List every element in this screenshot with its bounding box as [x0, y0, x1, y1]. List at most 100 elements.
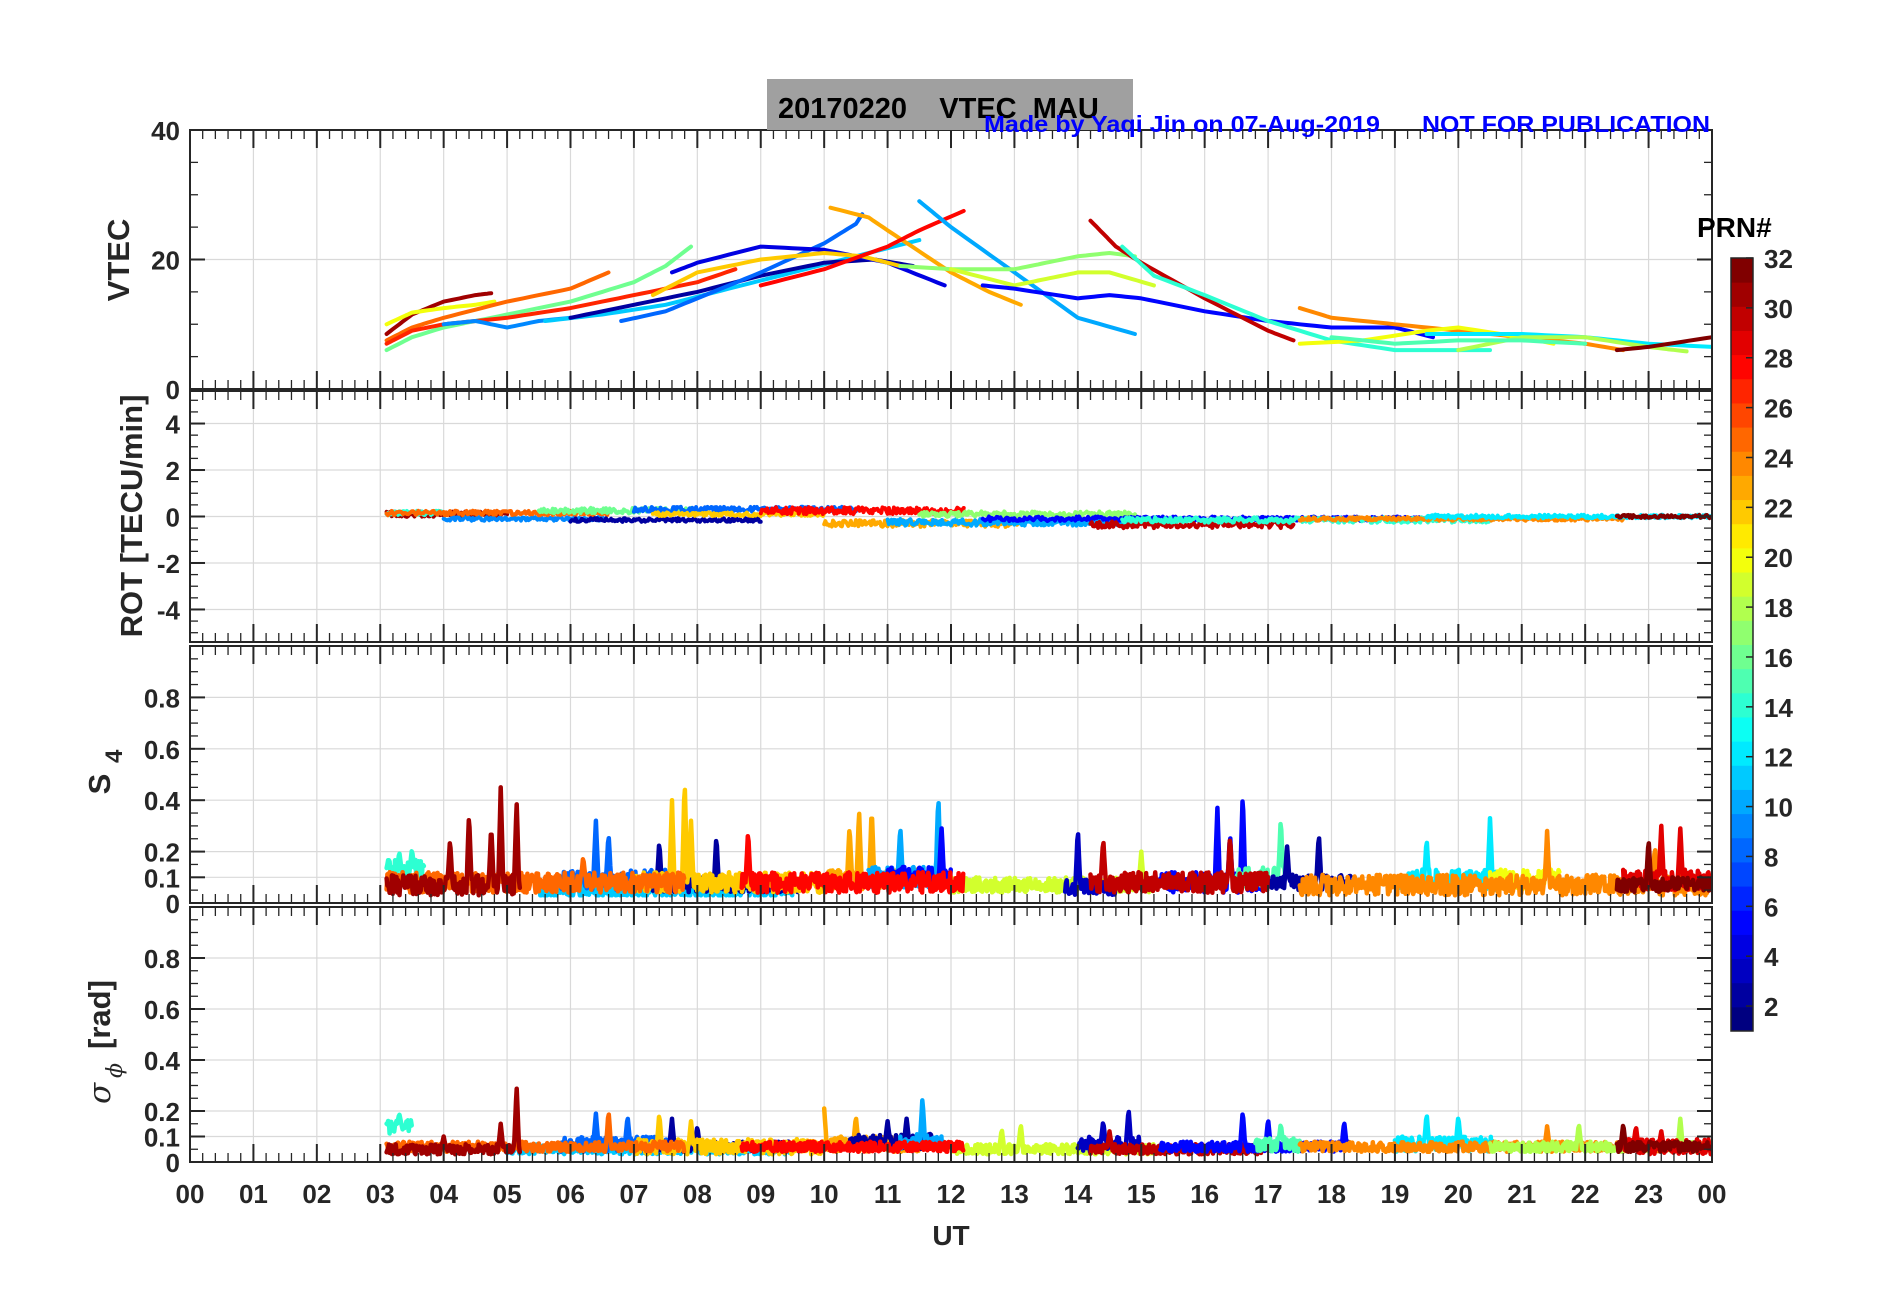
vtec-series-prn-32	[1614, 335, 1712, 353]
colorbar-tick-label: 14	[1764, 693, 1793, 723]
x-tick-label: 23	[1634, 1179, 1663, 1209]
colorbar-swatch	[1731, 620, 1753, 645]
s4-ylabel-main: S	[82, 774, 117, 795]
x-tick-label: 22	[1571, 1179, 1600, 1209]
vtec-series-prn-2	[568, 257, 915, 320]
x-tick-label: 07	[619, 1179, 648, 1209]
y-tick-label: -2	[157, 549, 180, 579]
y-tick-label: 0.2	[144, 1097, 180, 1127]
rot-series-prn-32	[1614, 512, 1712, 521]
colorbar-swatch	[1731, 813, 1753, 839]
rot-series-prn-25	[384, 508, 611, 518]
colorbar-swatch	[1731, 451, 1753, 476]
figure-title: 20170220 VTEC MAU	[778, 93, 1099, 125]
x-tick-label: 03	[366, 1179, 395, 1209]
vtec-series-prn-28	[758, 208, 966, 288]
y-tick-label: 20	[151, 246, 180, 276]
y-tick-label: 0.4	[144, 786, 181, 816]
x-tick-label: 15	[1127, 1179, 1156, 1209]
colorbar-swatch	[1731, 330, 1753, 356]
colorbar-swatch	[1731, 692, 1753, 718]
x-tick-label: 08	[683, 1179, 712, 1209]
vtec-series-prn-19	[949, 267, 1156, 288]
x-tick-label: 02	[302, 1179, 331, 1209]
colorbar-swatch	[1731, 716, 1753, 742]
x-tick-label: 01	[239, 1179, 268, 1209]
x-tick-label: 18	[1317, 1179, 1346, 1209]
colorbar-tick-label: 10	[1764, 793, 1793, 823]
x-tick-label: 06	[556, 1179, 585, 1209]
y-tick-label: 2	[166, 456, 180, 486]
sigma-series-group	[384, 1086, 1712, 1157]
x-tick-label: 04	[429, 1179, 458, 1209]
colorbar-swatch	[1731, 354, 1753, 380]
y-tick-label: 0.4	[144, 1046, 181, 1076]
colorbar-swatch	[1731, 861, 1753, 887]
colorbar-tick-label: 30	[1764, 294, 1793, 324]
colorbar-swatch	[1731, 837, 1753, 863]
y-tick-label: 0.1	[144, 1123, 180, 1153]
colorbar-tick-label: 18	[1764, 593, 1793, 623]
sigma-series-prn-14	[384, 1112, 414, 1136]
rot-series-group	[384, 504, 1712, 531]
colorbar-title: PRN#	[1697, 212, 1772, 243]
sigma-series-prn-10	[898, 1098, 947, 1151]
colorbar-tick-label: 22	[1764, 493, 1793, 523]
colorbar-swatch	[1731, 572, 1753, 597]
colorbar-frame	[1730, 257, 1754, 1032]
not-for-publication-text: NOT FOR PUBLICATION	[1422, 111, 1710, 137]
colorbar-swatch	[1731, 910, 1753, 935]
vtec-series-prn-25	[384, 270, 611, 343]
colorbar-swatch	[1731, 765, 1753, 790]
colorbar-tick-label: 26	[1764, 394, 1793, 424]
rot-series-prn-22	[650, 510, 827, 518]
s4-ylabel-sub: 4	[101, 749, 128, 763]
colorbar-swatch	[1731, 547, 1753, 573]
s4-series-prn-31	[384, 785, 523, 898]
sigma-ylabel-unit: [rad]	[82, 980, 117, 1049]
colorbar-swatch	[1731, 499, 1753, 525]
colorbar-swatch	[1731, 789, 1753, 815]
colorbar-tick-label: 12	[1764, 743, 1793, 773]
colorbar-tick-label: 6	[1764, 892, 1778, 922]
colorbar-swatch	[1731, 378, 1753, 404]
vtec-series-prn-22	[650, 251, 903, 298]
sigma-series-prn-32	[1614, 1123, 1712, 1155]
x-tick-label: 13	[1000, 1179, 1029, 1209]
colorbar-swatch	[1731, 982, 1753, 1008]
x-tick-label: 16	[1190, 1179, 1219, 1209]
vtec-series-prn-5	[980, 283, 1435, 340]
y-tick-label: 0.8	[144, 683, 180, 713]
x-tick-label: 09	[746, 1179, 775, 1209]
vtec-series-prn-15	[1329, 335, 1588, 346]
colorbar-swatch	[1731, 596, 1753, 621]
title-box	[767, 79, 1133, 130]
y-tick-label: 40	[151, 116, 180, 146]
vtec-ylabel: VTEC	[101, 219, 136, 302]
sigma-series-prn-28	[739, 1139, 966, 1155]
colorbar-swatch	[1731, 475, 1753, 501]
sigma-series-prn-15	[1253, 1123, 1302, 1154]
s4-series-prn-15	[1234, 821, 1289, 890]
s4-ylabel: S 4	[82, 749, 128, 794]
colorbar-swatch	[1731, 1006, 1753, 1032]
credit-text: Made by Yaqi Jin on 07-Aug-2019	[984, 111, 1380, 137]
y-tick-label: 4	[166, 410, 181, 440]
sigma-axes-box	[189, 906, 1713, 1163]
colorbar-swatch	[1731, 258, 1753, 283]
rot-series-prn-28	[758, 505, 966, 517]
rot-series-prn-17	[917, 509, 1137, 519]
x-tick-label: 00	[176, 1179, 205, 1209]
colorbar-swatch	[1731, 934, 1753, 960]
colorbar-swatch	[1731, 668, 1753, 694]
x-tick-label: 14	[1063, 1179, 1092, 1209]
rot-series-prn-30	[1088, 519, 1296, 531]
x-tick-label: 20	[1444, 1179, 1473, 1209]
rot-series-prn-2	[568, 516, 763, 524]
vtec-series-group	[384, 199, 1712, 354]
colorbar-tick-label: 2	[1764, 992, 1778, 1022]
sigma-ylabel: σ ϕ [rad]	[82, 980, 128, 1104]
s4-axes-box	[189, 645, 1713, 904]
